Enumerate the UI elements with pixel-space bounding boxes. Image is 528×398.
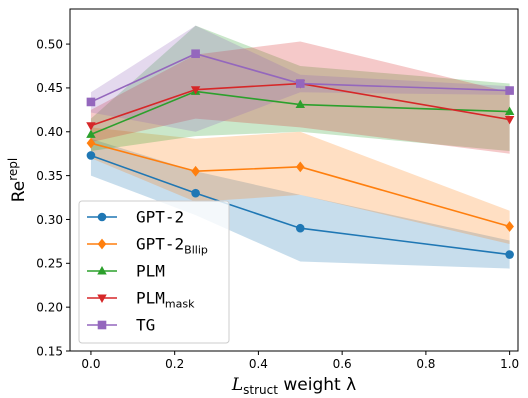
legend-label-3: PLMmask — [136, 289, 195, 311]
legend-marker-0 — [97, 212, 107, 222]
legend-box — [78, 200, 230, 344]
point-series-2-0 — [86, 129, 96, 138]
legend-marker-2 — [97, 266, 107, 275]
y-tick-label-4: 0.35 — [36, 169, 63, 183]
line-series-3 — [90, 82, 510, 127]
x-tick-label-1: 0.2 — [165, 357, 184, 371]
axes: 0.0 0.2 0.4 0.6 0.8 1.0 0.15 0.20 0.25 0.30 0.35 0.… — [36, 8, 519, 371]
point-series-1-1 — [191, 165, 200, 177]
y-axis-label: Rerepl — [6, 158, 29, 203]
y-axis-label-superscript: repl — [6, 158, 20, 181]
legend-marker-4 — [97, 320, 107, 330]
series-markers — [86, 49, 515, 259]
y-tick-label-3: 0.30 — [36, 213, 63, 227]
legend-label-name-1: GPT-2 — [136, 235, 184, 254]
x-tick-label-0: 0.0 — [81, 357, 100, 371]
band-series-1 — [90, 127, 510, 245]
point-series-3-0 — [86, 122, 96, 131]
point-series-4-1 — [191, 49, 200, 59]
legend-marker-1 — [97, 238, 107, 250]
legend-label-name-4: TG — [136, 316, 155, 335]
y-tick-label-0: 0.15 — [36, 344, 63, 358]
point-series-0-0 — [86, 151, 96, 160]
point-series-2-3 — [504, 106, 515, 116]
point-series-4-3 — [505, 86, 514, 95]
point-series-1-0 — [86, 137, 96, 149]
point-series-1-3 — [505, 221, 514, 232]
point-series-0-2 — [295, 223, 305, 233]
y-tick-label-7: 0.50 — [36, 37, 63, 51]
legend-label-name-2: PLM — [136, 262, 165, 281]
legend-label-name-0: GPT-2 — [136, 208, 184, 227]
x-axis-label: Lstruct weight λ — [231, 375, 356, 394]
point-series-2-2 — [295, 99, 306, 109]
point-series-0-1 — [191, 188, 200, 198]
line-series-2 — [90, 90, 510, 136]
x-tick-label-2: 0.4 — [249, 357, 268, 371]
legend-label-2: PLM — [136, 262, 165, 281]
line-series-0 — [90, 154, 510, 256]
series-lines — [90, 52, 510, 256]
point-series-4-0 — [86, 97, 96, 107]
x-axis-label-subscript: struct — [243, 383, 278, 394]
legend-label-subscript-3: mask — [165, 298, 195, 311]
legend-label-1: GPT-2Bllip — [136, 235, 208, 257]
y-tick-label-6: 0.45 — [36, 81, 63, 95]
point-series-0-3 — [505, 250, 514, 259]
legend-label-0: GPT-2 — [136, 208, 184, 227]
legend-label-4: TG — [136, 316, 155, 335]
y-tick-label-2: 0.25 — [36, 257, 63, 271]
legend-label-subscript-1: Bllip — [184, 244, 208, 257]
x-tick-label-4: 0.8 — [416, 357, 435, 371]
line-series-4 — [90, 52, 510, 103]
x-tick-label-5: 1.0 — [500, 357, 519, 371]
y-axis-label-main: Re — [9, 181, 29, 203]
line-series-1 — [90, 142, 510, 228]
legend-label-name-3: PLM — [136, 289, 165, 308]
point-series-3-3 — [504, 116, 515, 125]
x-axis-label-rest: weight λ — [278, 375, 356, 394]
band-series-3 — [90, 41, 510, 154]
plot-frame — [69, 8, 519, 352]
point-series-1-2 — [295, 161, 305, 173]
point-series-3-1 — [190, 86, 201, 95]
y-tick-label-5: 0.40 — [36, 125, 63, 139]
x-axis-label-symbol: L — [231, 375, 243, 394]
legend-marker-3 — [97, 294, 107, 303]
x-tick-label-3: 0.6 — [333, 357, 352, 371]
point-series-4-2 — [295, 79, 305, 88]
y-tick-label-1: 0.20 — [36, 300, 63, 314]
